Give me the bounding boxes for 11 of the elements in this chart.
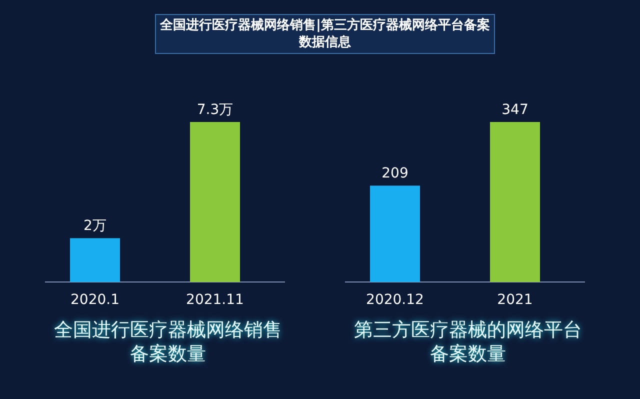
x-axis-title: 第三方医疗器械的网络平台备案数量 <box>353 318 583 366</box>
x-tick-label: 2020.12 <box>366 292 424 308</box>
x-tick-label: 2020.1 <box>70 292 120 308</box>
x-tick-label: 2021.11 <box>186 292 244 308</box>
data-label: 347 <box>502 102 528 118</box>
x-axis-title: 全国进行医疗器械网络销售备案数量 <box>53 318 283 366</box>
data-label: 209 <box>382 166 408 182</box>
x-tick-label: 2021 <box>497 292 533 308</box>
data-label: 7.3万 <box>196 102 234 118</box>
data-label: 2万 <box>84 218 106 234</box>
text: 全国进行医疗器械网络销售|第三方医疗器械网络平台备案数据信息 <box>155 14 495 54</box>
